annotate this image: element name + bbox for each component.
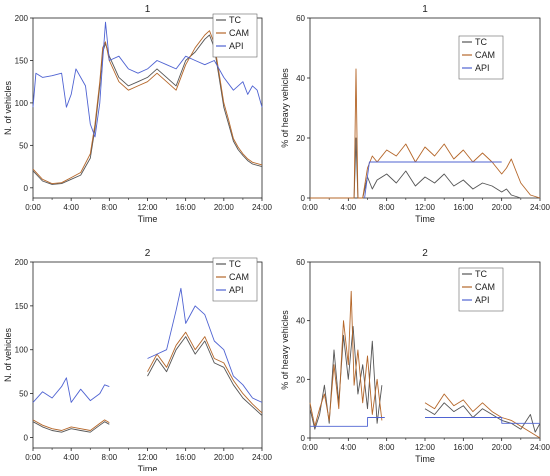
y-tick-label: 0	[301, 434, 306, 443]
legend-box	[458, 267, 504, 312]
chart-title: 1	[422, 4, 428, 15]
y-tick-label: 20	[296, 134, 305, 143]
y-axis-label: % of heavy vehicles	[280, 310, 290, 390]
y-tick-label: 50	[19, 141, 28, 150]
series-line-cam	[310, 68, 541, 199]
y-axis-label: N. of vehicles	[3, 80, 13, 135]
chart-title: 1	[145, 4, 151, 15]
legend: TC CAM API	[212, 257, 258, 302]
chart-panel-1: 1 0:00 4:00 8:00 12:00 16:00 20:00 24:00 0 50 100 1…	[3, 4, 273, 224]
legend-label-api: API	[229, 285, 244, 295]
x-tick-label: 8:00	[102, 453, 118, 462]
series-line-tc	[309, 326, 541, 433]
series-line-api	[32, 287, 263, 403]
x-axis-label: Time	[138, 214, 158, 224]
legend-label-api: API	[475, 63, 490, 73]
legend-label-tc: TC	[475, 37, 487, 47]
x-tick-label: 16:00	[176, 203, 197, 212]
x-tick-label: 20:00	[492, 443, 513, 452]
legend-label-cam: CAM	[475, 282, 495, 292]
plot-frame	[309, 261, 541, 439]
series-line-tc	[32, 34, 263, 185]
chart-title: 2	[422, 248, 428, 259]
x-tick-label: 4:00	[341, 443, 357, 452]
x-tick-label: 4:00	[341, 203, 357, 212]
y-tick-label: 60	[296, 258, 305, 267]
legend-label-cam: CAM	[229, 272, 249, 282]
legend: TC CAM API	[212, 13, 258, 58]
series-line-api	[364, 161, 502, 199]
legend-label-api: API	[229, 41, 244, 51]
y-tick-label: 200	[15, 258, 29, 267]
legend-label-tc: TC	[229, 15, 241, 25]
x-tick-label: 12:00	[137, 453, 158, 462]
x-tick-label: 0:00	[302, 443, 318, 452]
series-line-tc	[32, 336, 263, 433]
legend-label-tc: TC	[229, 259, 241, 269]
x-tick-label: 8:00	[379, 203, 395, 212]
x-tick-label: 24:00	[252, 203, 273, 212]
y-tick-label: 100	[15, 99, 29, 108]
y-axis-label: % of heavy vehicles	[280, 68, 290, 148]
x-tick-label: 24:00	[530, 443, 550, 452]
x-tick-label: 8:00	[379, 443, 395, 452]
plot-frame	[309, 17, 541, 199]
series-line-api	[32, 21, 263, 138]
series-line-cam	[32, 30, 263, 185]
legend-box	[212, 13, 258, 58]
legend-box	[212, 257, 258, 302]
x-tick-label: 16:00	[176, 453, 197, 462]
legend-label-api: API	[475, 295, 490, 305]
legend-label-tc: TC	[475, 269, 487, 279]
x-tick-label: 20:00	[492, 203, 513, 212]
y-tick-label: 40	[296, 317, 305, 326]
x-tick-label: 0:00	[25, 453, 41, 462]
legend-label-cam: CAM	[229, 28, 249, 38]
x-tick-label: 12:00	[415, 443, 436, 452]
y-tick-label: 20	[296, 375, 305, 384]
y-tick-label: 50	[19, 390, 28, 399]
x-tick-label: 24:00	[252, 453, 273, 462]
x-axis-label: Time	[415, 214, 435, 224]
legend-label-cam: CAM	[475, 50, 495, 60]
y-tick-label: 0	[24, 433, 29, 442]
legend-box	[458, 35, 504, 80]
x-tick-label: 16:00	[453, 443, 474, 452]
chart-title: 2	[145, 248, 151, 259]
legend: TC CAM API	[458, 35, 504, 80]
y-tick-label: 0	[301, 194, 306, 203]
chart-panel-2: 1 0:00 4:00 8:00 12:00 16:00 20:00 24:00 0 20 40 60…	[280, 4, 550, 224]
x-tick-label: 0:00	[302, 203, 318, 212]
x-tick-label: 12:00	[415, 203, 436, 212]
x-tick-label: 20:00	[214, 453, 235, 462]
y-tick-label: 40	[296, 74, 305, 83]
x-tick-label: 12:00	[137, 203, 158, 212]
x-tick-label: 16:00	[453, 203, 474, 212]
series-line-cam	[32, 331, 263, 431]
x-tick-label: 24:00	[530, 203, 550, 212]
y-tick-label: 150	[15, 56, 29, 65]
x-tick-label: 8:00	[102, 203, 118, 212]
x-tick-label: 20:00	[214, 203, 235, 212]
x-tick-label: 4:00	[63, 203, 79, 212]
chart-panel-4: 20:00 4:00 8:00 12:00 16:00 20:00 24:000204060…	[280, 248, 550, 464]
series-line-api	[310, 417, 540, 427]
x-tick-label: 0:00	[25, 203, 41, 212]
y-axis-label: N. of vehicles	[3, 327, 13, 382]
y-tick-label: 150	[15, 302, 29, 311]
y-tick-label: 0	[24, 184, 29, 193]
y-tick-label: 200	[15, 14, 29, 23]
y-tick-label: 60	[296, 14, 305, 23]
x-axis-label: Time	[415, 454, 435, 464]
x-axis-label: Time	[138, 464, 158, 471]
x-tick-label: 4:00	[63, 453, 79, 462]
series-line-cam	[309, 290, 541, 439]
legend: TC CAM API	[458, 267, 504, 312]
chart-panel-3: 20:00 4:00 8:00 12:00 16:00 20:00 24:000501001…	[3, 248, 273, 474]
y-tick-label: 100	[15, 346, 29, 355]
